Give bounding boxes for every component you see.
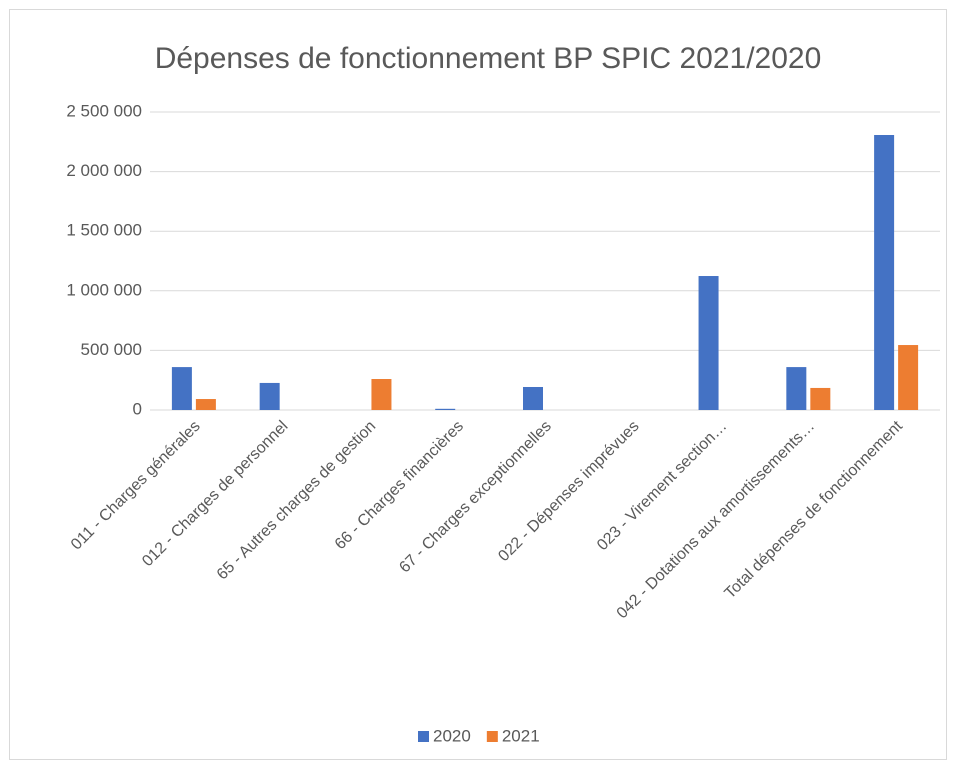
y-tick-label: 1 500 000 [66, 221, 142, 240]
y-tick-label: 1 000 000 [66, 280, 142, 299]
bar [371, 379, 392, 410]
y-tick-label: 0 [133, 399, 142, 418]
bar [435, 408, 456, 410]
legend-label: 2021 [502, 726, 540, 745]
bar [195, 399, 216, 410]
bar [898, 345, 919, 410]
y-tick-label: 2 000 000 [66, 161, 142, 180]
bar [259, 382, 280, 410]
legend-label: 2020 [433, 726, 471, 745]
legend-swatch [486, 731, 498, 742]
bar [810, 387, 831, 410]
chart-title: Dépenses de fonctionnement BP SPIC 2021/… [155, 42, 822, 75]
bar [786, 367, 807, 410]
bar [698, 276, 719, 410]
bar [171, 367, 192, 410]
y-tick-label: 500 000 [81, 340, 142, 359]
bar [874, 135, 895, 410]
y-tick-label: 2 500 000 [66, 101, 142, 120]
bar [523, 386, 543, 410]
legend-swatch [418, 731, 429, 742]
